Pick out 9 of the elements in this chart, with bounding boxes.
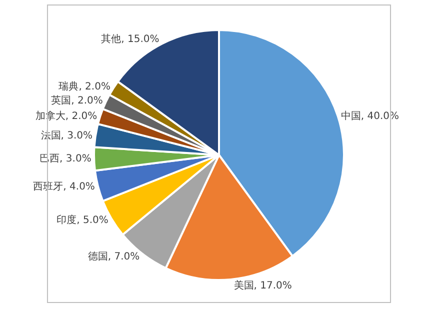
slice-label: 瑞典, 2.0% — [58, 80, 110, 92]
slice-label: 英国, 2.0% — [51, 94, 103, 107]
slice-label: 印度, 5.0% — [56, 214, 108, 226]
slice-label: 德国, 7.0% — [88, 252, 140, 263]
slice-label: 加拿大, 2.0% — [35, 110, 98, 122]
slice-label: 其他, 15.0% — [101, 32, 160, 45]
slice-label: 美国, 17.0% — [234, 279, 292, 292]
slice-label: 西班牙, 4.0% — [33, 180, 95, 192]
slice-label: 中国, 40.0% — [340, 110, 400, 122]
